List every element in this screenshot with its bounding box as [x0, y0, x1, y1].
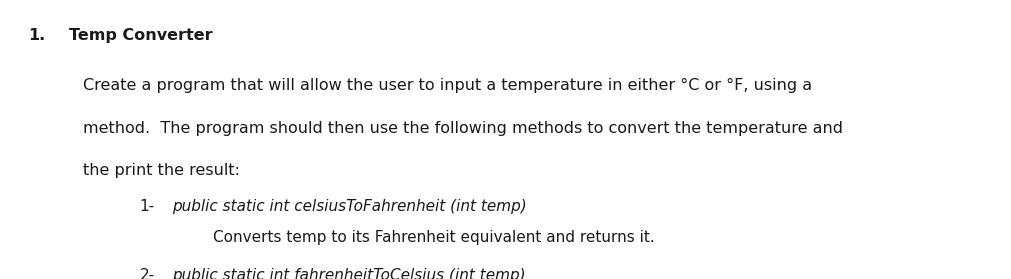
Text: 1.: 1.	[28, 28, 45, 43]
Text: 1-: 1-	[140, 199, 155, 215]
Text: Converts temp to its Fahrenheit equivalent and returns it.: Converts temp to its Fahrenheit equivale…	[212, 230, 654, 245]
Text: method.  The program should then use the following methods to convert the temper: method. The program should then use the …	[83, 121, 842, 136]
Text: Create a program that will allow the user to input a temperature in either °C or: Create a program that will allow the use…	[83, 78, 811, 93]
Text: Temp Converter: Temp Converter	[69, 28, 212, 43]
Text: public static int fahrenheitToCelsius (int temp): public static int fahrenheitToCelsius (i…	[172, 268, 525, 279]
Text: public static int celsiusToFahrenheit (int temp): public static int celsiusToFahrenheit (i…	[172, 199, 527, 215]
Text: 2-: 2-	[140, 268, 155, 279]
Text: the print the result:: the print the result:	[83, 163, 240, 178]
